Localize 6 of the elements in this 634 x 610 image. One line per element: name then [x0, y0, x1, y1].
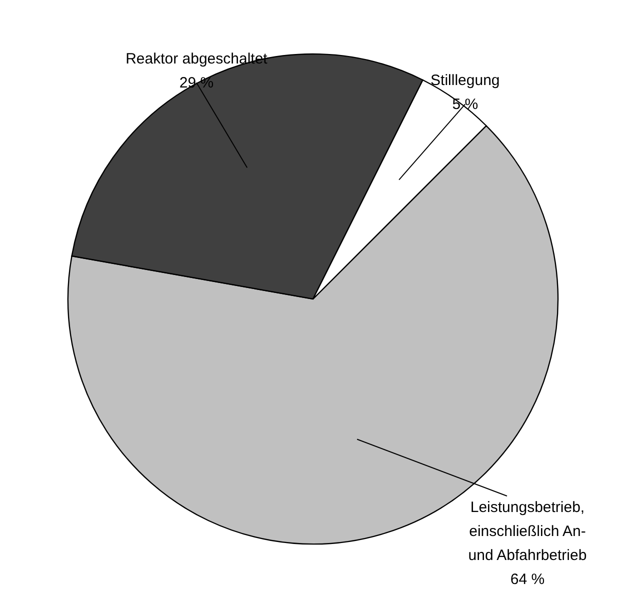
slice-label: Stilllegung — [430, 72, 500, 90]
data-label: 29 % — [179, 74, 214, 92]
slice-label: Leistungsbetrieb, einschließlich An- und Abfahrbetrieb — [468, 499, 587, 564]
data-label: 64 % — [510, 571, 545, 588]
slice-label: Reaktor abgeschaltet — [126, 50, 268, 68]
data-label: 5 % — [452, 96, 478, 114]
